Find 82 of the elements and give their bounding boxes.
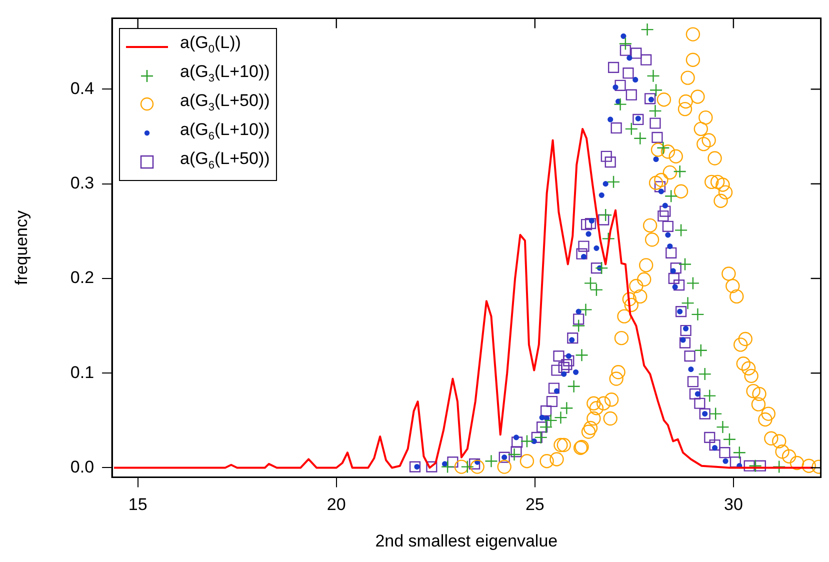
- point: [646, 69, 660, 83]
- point: [665, 232, 671, 238]
- point: [508, 448, 521, 462]
- point: [722, 458, 728, 464]
- point: [531, 438, 537, 444]
- point: [606, 175, 620, 189]
- point: [703, 389, 716, 402]
- point: [539, 414, 545, 420]
- y-axis-title: frequency: [12, 210, 31, 286]
- point: [626, 55, 632, 61]
- point: [572, 319, 586, 332]
- point: [658, 188, 664, 194]
- point: [579, 303, 592, 316]
- x-axis-title: 2nd smallest eigenvalue: [375, 531, 558, 550]
- point: [513, 434, 520, 440]
- y-tick-label: 0.2: [70, 268, 94, 288]
- x-tick-label: 15: [128, 495, 148, 514]
- point: [567, 380, 580, 393]
- point: [649, 84, 663, 97]
- point: [561, 371, 567, 377]
- point: [691, 308, 704, 322]
- point: [586, 231, 592, 237]
- point: [686, 276, 700, 290]
- point: [594, 245, 600, 251]
- point: [662, 202, 668, 208]
- y-tick-label: 0.1: [70, 362, 94, 382]
- point: [566, 353, 572, 359]
- point: [688, 366, 694, 372]
- point: [598, 192, 604, 198]
- point: [614, 98, 627, 111]
- point: [632, 76, 638, 83]
- point: [672, 284, 678, 290]
- point: [772, 460, 786, 474]
- point: [440, 460, 454, 474]
- point: [674, 224, 688, 237]
- point: [460, 460, 474, 474]
- point: [748, 459, 762, 472]
- point: [576, 308, 582, 314]
- x-tick-label: 25: [525, 495, 544, 514]
- point: [539, 420, 553, 434]
- point: [673, 164, 686, 178]
- point: [694, 344, 708, 357]
- legend-label: a(G$_{0}$(L)): [180, 32, 241, 58]
- point: [612, 84, 618, 90]
- point: [708, 407, 722, 420]
- y-tick-label: 0.4: [70, 78, 94, 98]
- point: [716, 420, 730, 434]
- point: [573, 369, 579, 375]
- legend-label: a(G$_{3}$(L+50)): [180, 90, 270, 116]
- point: [520, 434, 534, 448]
- point: [722, 432, 736, 446]
- point: [634, 132, 647, 145]
- point: [640, 22, 654, 36]
- point: [595, 261, 608, 275]
- point: [732, 446, 746, 460]
- point: [484, 454, 498, 468]
- point: [653, 156, 659, 162]
- point: [534, 430, 548, 444]
- y-tick-label: 0.0: [70, 457, 94, 476]
- point: [681, 296, 694, 310]
- point: [560, 402, 574, 415]
- legend-label: a(G$_{6}$(L+50)): [180, 148, 270, 174]
- point: [678, 258, 692, 271]
- point: [618, 37, 632, 50]
- point: [620, 33, 626, 39]
- x-tick-label: 20: [326, 495, 346, 514]
- legend-label: a(G$_{6}$(L+10)): [180, 118, 270, 144]
- point: [667, 243, 673, 250]
- point: [544, 414, 558, 428]
- point: [575, 348, 588, 362]
- y-tick-label: 0.3: [70, 174, 94, 193]
- x-tick-label: 30: [724, 495, 743, 514]
- point: [608, 116, 614, 122]
- point: [664, 190, 678, 203]
- point: [598, 208, 612, 222]
- point: [624, 122, 638, 136]
- point: [602, 181, 608, 187]
- point: [648, 104, 662, 118]
- point: [656, 141, 670, 154]
- point: [698, 367, 712, 381]
- point: [554, 410, 568, 424]
- legend-label: a(G$_{3}$(L+10)): [180, 61, 270, 86]
